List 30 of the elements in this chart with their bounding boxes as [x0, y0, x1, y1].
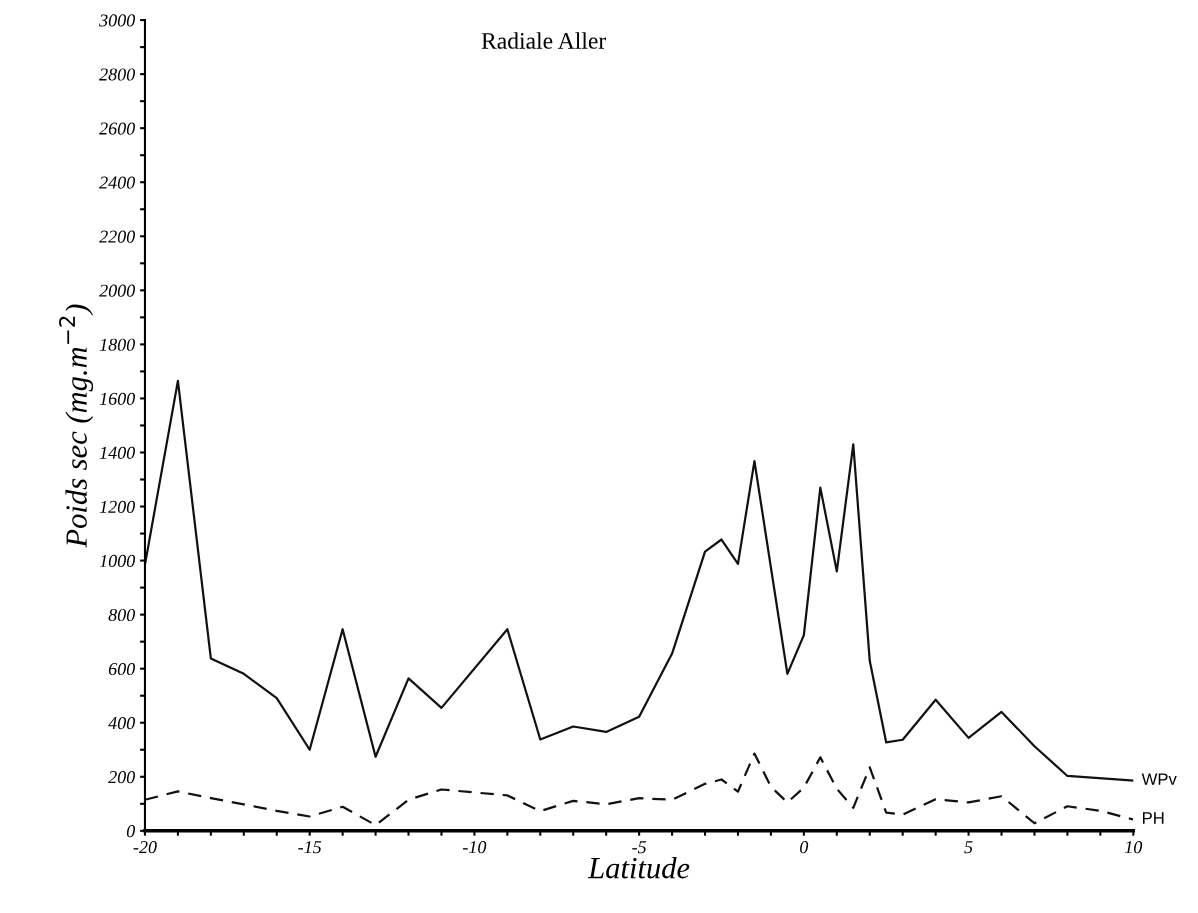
y-tick-label: 1400: [99, 446, 136, 459]
y-tick-label: 2400: [99, 176, 136, 189]
y-tick-label: 800: [108, 608, 136, 622]
y-tick-label: 400: [108, 716, 136, 730]
series-label: WPv: [1141, 773, 1177, 785]
y-tick-label: 600: [108, 662, 136, 676]
y-tick-label: 1000: [99, 554, 136, 568]
y-tick-label: 2200: [99, 230, 136, 243]
x-tick-label: -10: [463, 841, 487, 854]
y-axis-title: Poids sec (mg.m$^{−2}$): [59, 304, 94, 548]
y-tick-label: 200: [108, 771, 136, 784]
x-axis-title: Latitude: [587, 856, 690, 879]
line-series: [144, 752, 1134, 827]
x-tick-label: -5: [632, 841, 647, 854]
x-tick-label: 0: [800, 841, 809, 854]
series-label: PH: [1143, 812, 1164, 824]
y-tick-label: 2000: [99, 284, 136, 297]
y-tick-label: 1200: [99, 500, 136, 513]
y-tick-label: 1800: [99, 338, 136, 351]
x-tick-label: -20: [133, 841, 157, 854]
y-tick-label: 3000: [99, 14, 136, 27]
x-tick-label: 10: [1124, 841, 1143, 854]
y-tick-label: 2800: [99, 68, 136, 81]
y-tick-label: 0: [126, 825, 136, 838]
y-tick-label: 1600: [99, 392, 136, 405]
x-tick-label: -15: [298, 841, 322, 854]
line-series: [144, 379, 1134, 782]
x-tick-label: 5: [964, 841, 973, 854]
chart-title: Radiale Aller: [481, 32, 607, 49]
y-tick-label: 2600: [99, 122, 136, 135]
